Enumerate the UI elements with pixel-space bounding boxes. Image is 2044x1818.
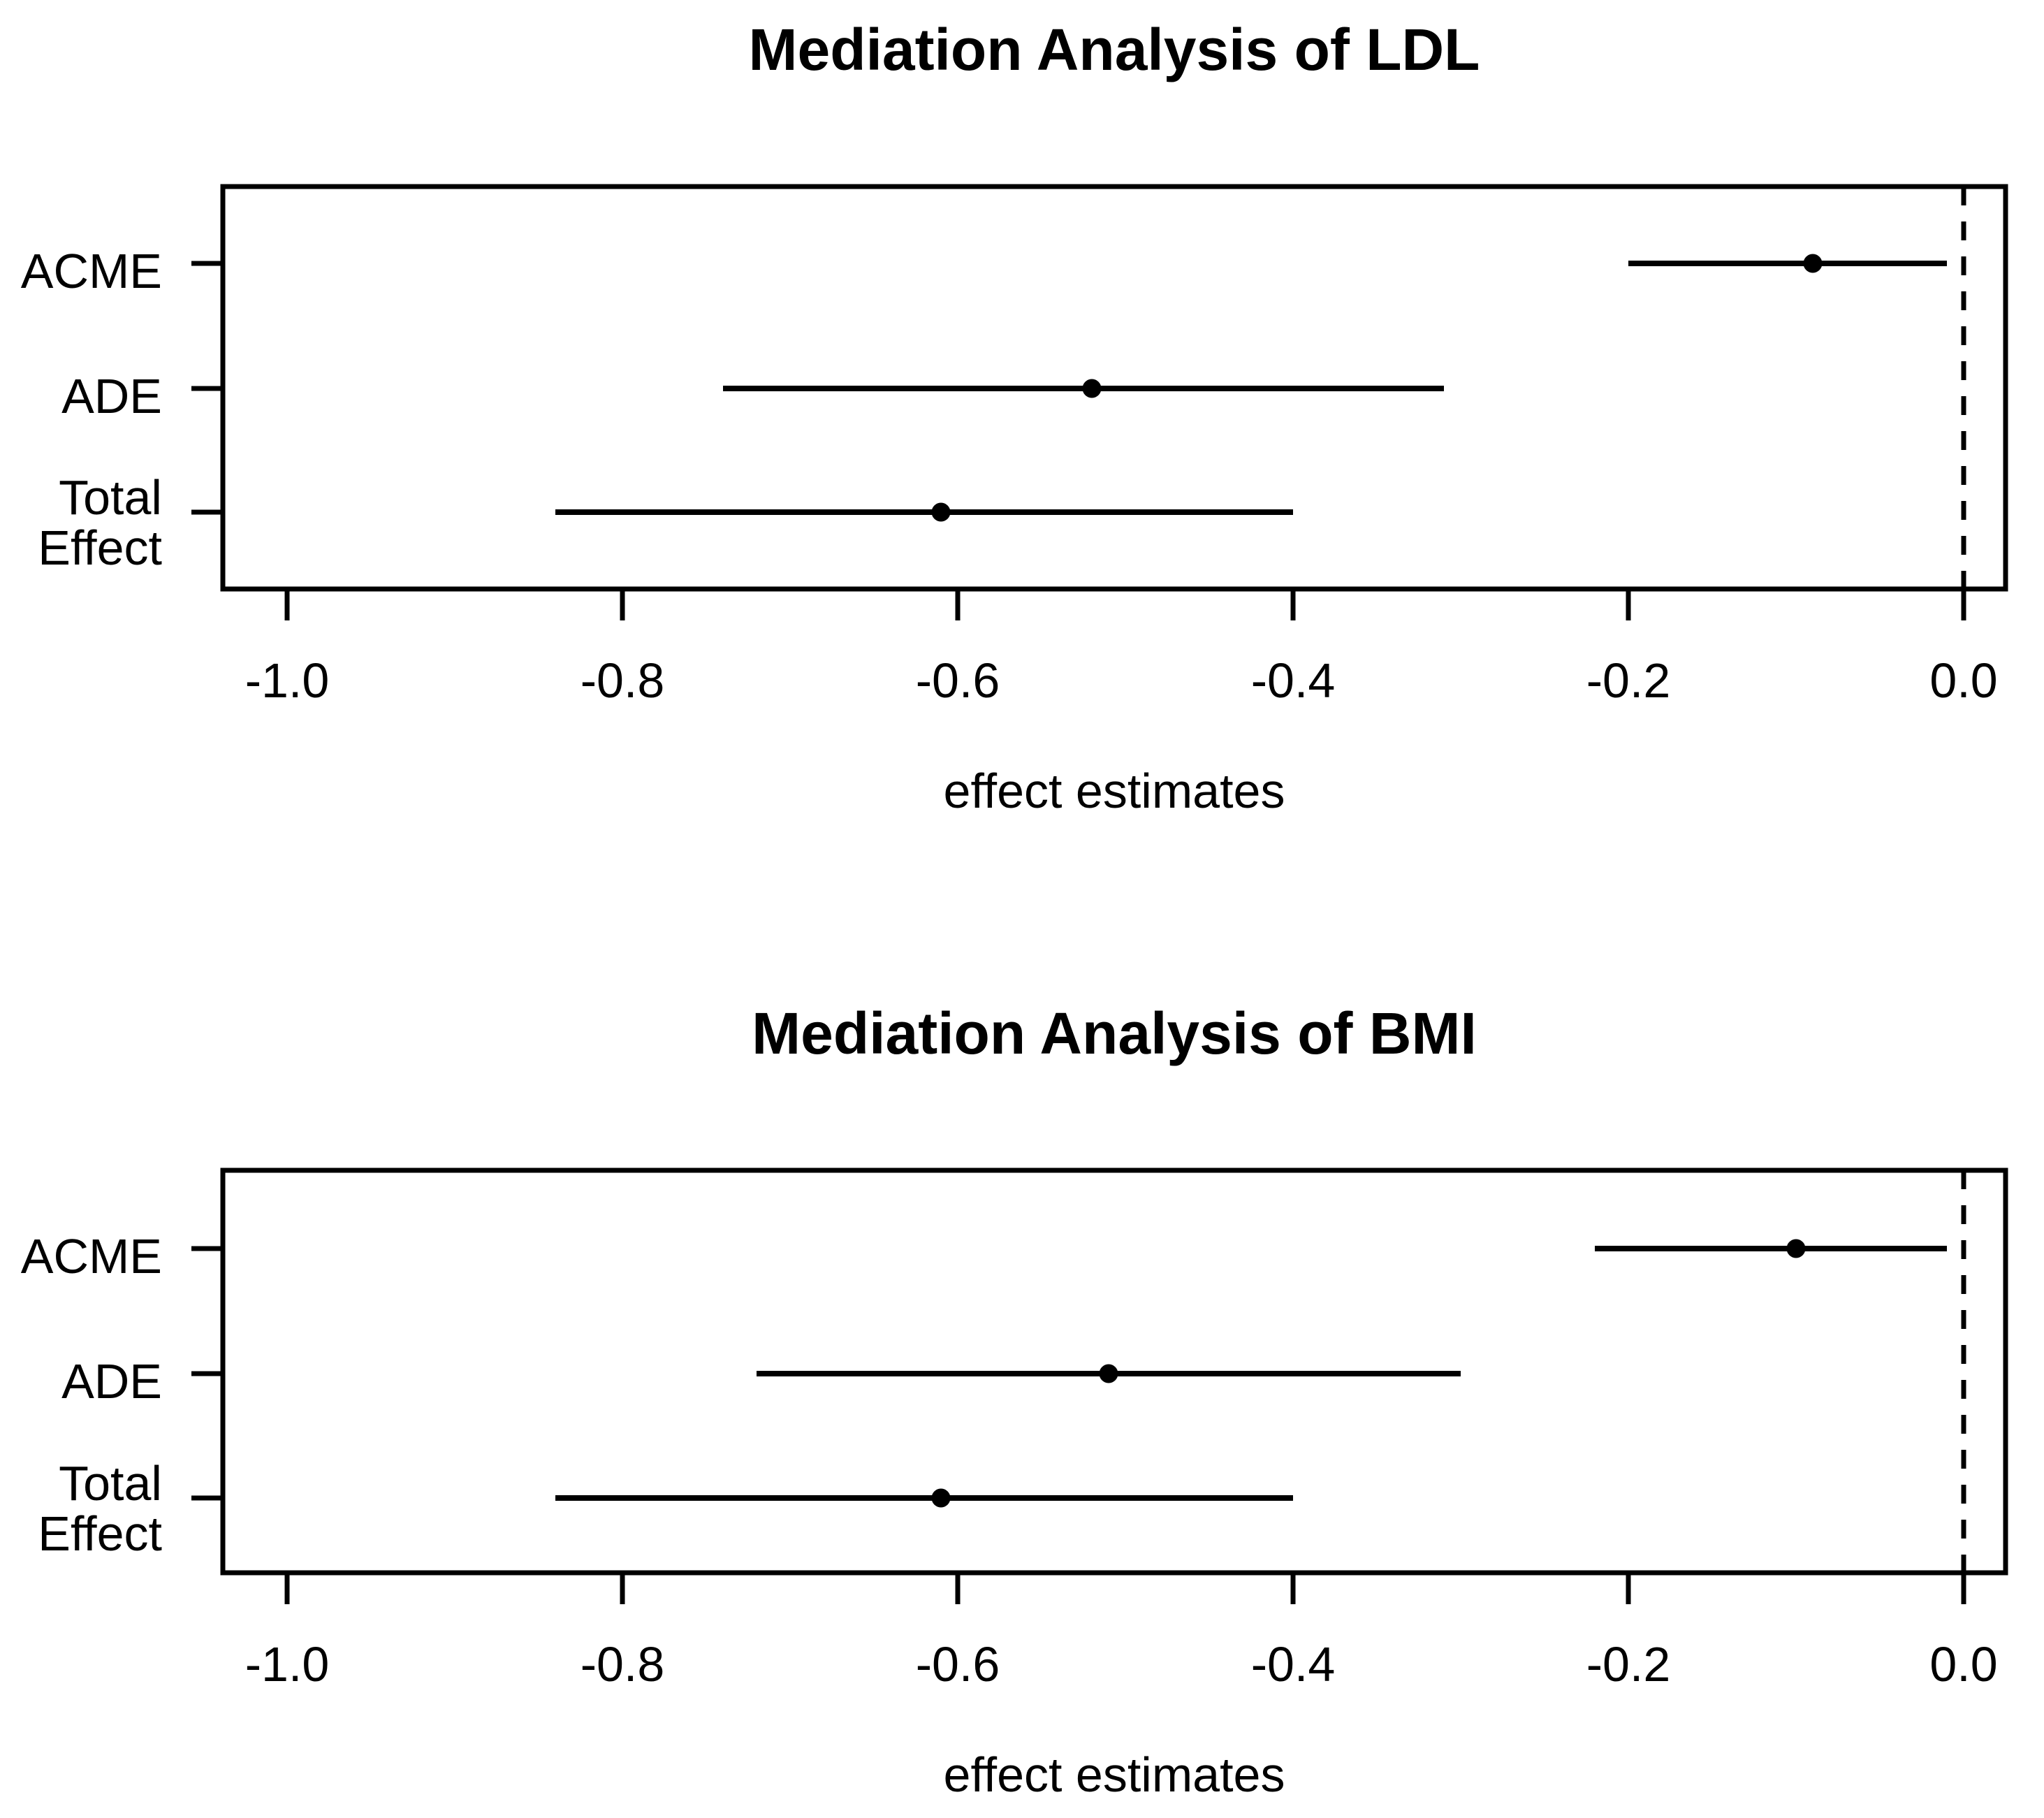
point-estimate-total-effect (931, 502, 951, 522)
x-axis-title: effect estimates (944, 1747, 1285, 1802)
y-axis-label-ade: ADE (61, 1354, 162, 1409)
x-axis-tick-label: -1.0 (245, 653, 330, 708)
chart-title: Mediation Analysis of LDL (749, 17, 1480, 82)
y-axis-label-total-effect-line2: Effect (38, 521, 162, 575)
point-estimate-ade (1082, 379, 1102, 398)
point-estimate-acme (1786, 1239, 1806, 1258)
x-axis-tick-label: -0.6 (916, 1637, 1000, 1692)
y-axis-label-ade: ADE (61, 369, 162, 423)
point-estimate-ade (1099, 1364, 1118, 1383)
x-axis-tick-label: -1.0 (245, 1637, 330, 1692)
x-axis-tick-label: -0.6 (916, 653, 1000, 708)
chart-title: Mediation Analysis of BMI (752, 1001, 1477, 1066)
x-axis-tick-label: 0.0 (1929, 653, 1997, 708)
x-axis-tick-label: -0.8 (581, 653, 665, 708)
x-axis-tick-label: -0.8 (581, 1637, 665, 1692)
x-axis-tick-label: -0.4 (1251, 653, 1336, 708)
y-axis-label-total-effect: Total (59, 1456, 162, 1511)
x-axis-tick-label: -0.2 (1586, 653, 1671, 708)
y-axis-label-total-effect: Total (59, 470, 162, 525)
x-axis-tick-label: -0.4 (1251, 1637, 1336, 1692)
point-estimate-acme (1803, 254, 1823, 273)
y-axis-label-acme: ACME (21, 1229, 162, 1283)
y-axis-label-total-effect-line2: Effect (38, 1506, 162, 1561)
x-axis-title: effect estimates (944, 764, 1285, 818)
y-axis-label-acme: ACME (21, 244, 162, 298)
x-axis-tick-label: -0.2 (1586, 1637, 1671, 1692)
point-estimate-total-effect (931, 1488, 951, 1508)
x-axis-tick-label: 0.0 (1929, 1637, 1997, 1692)
